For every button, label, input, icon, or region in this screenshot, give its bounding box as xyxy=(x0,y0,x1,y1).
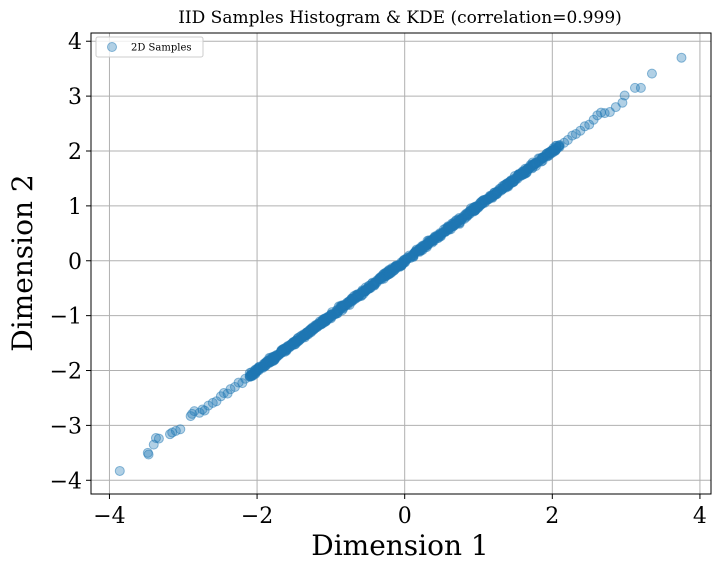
y-axis-label: Dimension 2 xyxy=(6,174,39,352)
scatter-point xyxy=(153,433,164,444)
legend-label: 2D Samples xyxy=(131,43,192,54)
scatter-point xyxy=(249,365,260,376)
scatter-point xyxy=(491,187,502,198)
scatter-point xyxy=(309,323,320,334)
scatter-point xyxy=(199,405,210,416)
scatter-point xyxy=(436,228,447,239)
scatter-point xyxy=(292,336,303,347)
x-tick-label: 2 xyxy=(545,504,559,529)
y-tick-label: 2 xyxy=(68,140,82,165)
y-tick-label: −1 xyxy=(50,305,82,330)
legend-box xyxy=(95,36,204,58)
scatter-point xyxy=(646,68,657,79)
scatter-point xyxy=(269,354,280,365)
scatter-point xyxy=(448,217,459,228)
scatter-point xyxy=(619,90,630,101)
scatter-point xyxy=(371,276,382,287)
y-tick-label: 1 xyxy=(68,195,82,220)
chart-title: IID Samples Histogram & KDE (correlation… xyxy=(178,8,622,28)
plot-frame xyxy=(90,32,712,495)
scatter-point xyxy=(390,263,401,274)
y-tick-label: −2 xyxy=(50,360,82,385)
scatter-point xyxy=(443,221,454,232)
x-tick-label: 4 xyxy=(693,504,707,529)
axis-ticks: −4 −2 0 2 4 −4 −3 −2 −1 0 1 2 3 4 xyxy=(50,30,707,529)
scatter-point xyxy=(175,424,186,435)
y-tick-label: 0 xyxy=(68,250,82,275)
grid-lines xyxy=(91,33,711,494)
y-tick-label: −3 xyxy=(50,414,82,439)
scatter-point xyxy=(303,327,314,338)
scatter-point xyxy=(276,346,287,357)
y-tick-label: −4 xyxy=(50,469,82,494)
scatter-point xyxy=(338,301,349,312)
x-tick-label: −2 xyxy=(241,504,273,529)
scatter-point xyxy=(479,197,490,208)
scatter-point xyxy=(501,182,512,193)
scatter-point xyxy=(143,449,154,460)
scatter-point xyxy=(456,213,467,224)
scatter-point xyxy=(325,309,336,320)
x-axis-label: Dimension 1 xyxy=(311,529,489,562)
scatter-point xyxy=(504,176,515,187)
x-tick-label: −4 xyxy=(93,504,125,529)
scatter-point xyxy=(258,358,269,369)
y-tick-label: 4 xyxy=(68,30,82,55)
scatter-point xyxy=(635,82,646,93)
y-tick-label: 3 xyxy=(68,85,82,110)
x-tick-label: 0 xyxy=(398,504,412,529)
scatter-point xyxy=(512,170,523,181)
scatter-point xyxy=(114,465,125,476)
scatter-point xyxy=(344,299,355,310)
legend: 2D Samples xyxy=(95,36,204,58)
scatter-point xyxy=(281,343,292,354)
scatter-point xyxy=(378,270,389,281)
scatter-point xyxy=(317,317,328,328)
scatter-point xyxy=(530,158,541,169)
scatter-point xyxy=(541,150,552,161)
legend-marker xyxy=(107,42,117,52)
scatter-point xyxy=(523,164,534,175)
scatter-point xyxy=(676,52,687,63)
scatter-point xyxy=(416,241,427,252)
data-points xyxy=(114,52,687,476)
scatter-point xyxy=(361,284,372,295)
